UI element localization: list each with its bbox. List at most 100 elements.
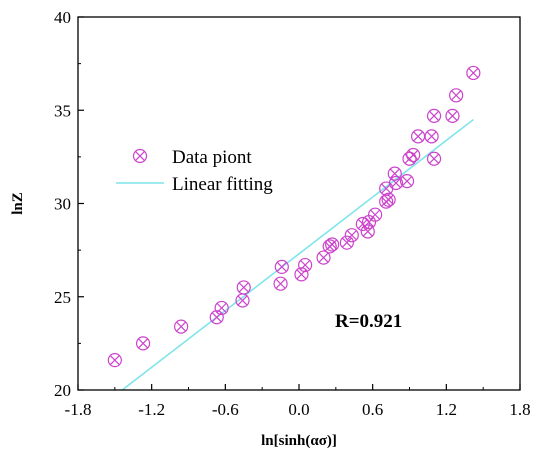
y-tick-label-4: 40 (54, 8, 71, 27)
data-point-15-cross-b (346, 230, 357, 241)
data-point-4-ring (214, 300, 229, 316)
data-point-15-ring (344, 228, 359, 243)
data-point-24-cross-b (390, 177, 402, 189)
data-point-30-ring (426, 151, 442, 166)
data-point-32-ring (445, 108, 460, 123)
data-point-5 (235, 293, 250, 308)
data-point-14 (339, 235, 354, 250)
data-point-32-cross-b (447, 110, 458, 121)
data-point-21-cross-b (381, 183, 392, 194)
data-point-28 (410, 129, 426, 144)
data-point-0 (107, 353, 122, 368)
data-point-1 (135, 336, 151, 351)
data-point-31 (426, 108, 442, 123)
x-tick-label-6: 1.8 (509, 400, 530, 419)
data-point-13 (325, 237, 340, 252)
data-point-10-cross-b (300, 259, 311, 271)
data-point-7-ring (273, 276, 288, 291)
data-point-34 (466, 65, 481, 81)
y-axis-title: lnZ (10, 192, 26, 215)
data-point-11-ring (316, 250, 331, 265)
data-point-24 (388, 175, 404, 191)
x-tick-label-4: 0.6 (362, 400, 383, 419)
data-point-33-cross-b (451, 90, 462, 101)
data-point-4-cross-b (216, 302, 227, 314)
data-point-25-cross-b (401, 176, 413, 187)
data-point-23 (387, 166, 402, 181)
data-point-13-ring (325, 237, 340, 252)
data-point-30 (426, 151, 442, 166)
legend-label-linear-fitting: Linear fitting (172, 174, 273, 195)
data-point-5-cross-b (237, 295, 248, 306)
data-point-34-ring (466, 65, 481, 81)
data-point-3-ring (209, 310, 224, 325)
data-point-1-ring (135, 336, 151, 351)
fit-line (121, 118, 474, 391)
data-point-23-ring (387, 166, 402, 181)
data-point-22-cross-b (383, 194, 394, 205)
data-point-28-cross-b (412, 131, 424, 142)
data-point-31-cross-b (428, 110, 440, 121)
data-point-27 (406, 147, 421, 163)
data-point-19-ring (368, 207, 383, 222)
data-point-4 (214, 300, 229, 316)
data-point-10-ring (298, 257, 313, 273)
data-point-27-ring (406, 147, 421, 163)
data-point-22-ring (381, 192, 396, 207)
legend-marker-symbol-cross-b (134, 150, 146, 162)
data-point-32 (445, 108, 460, 123)
data-point-2-cross-b (176, 321, 187, 332)
data-point-7-cross-b (275, 278, 286, 289)
data-point-13-cross-b (327, 239, 338, 250)
ticks-layer: -1.8 -1.2 -0.6 0.0 0.6 1.2 1.8 20 25 30 35 40 (54, 8, 531, 419)
data-point-18-cross-b (363, 217, 375, 228)
legend-marker-symbol-ring (132, 148, 148, 164)
data-point-3 (209, 310, 224, 325)
legend-marker-symbol (132, 148, 148, 164)
data-point-34-cross-b (468, 67, 479, 79)
data-point-6-cross-b (238, 282, 249, 293)
data-point-8-ring (274, 259, 289, 275)
data-point-0-cross-b (109, 355, 120, 366)
data-point-7 (273, 276, 288, 291)
plot-frame (77, 16, 521, 391)
y-tick-label-2: 30 (54, 195, 71, 214)
data-point-16-ring (355, 216, 370, 232)
data-point-19-cross-b (370, 209, 381, 220)
data-point-1-cross-b (137, 338, 149, 349)
data-point-22 (381, 192, 396, 207)
data-point-2 (174, 319, 189, 334)
data-point-17 (360, 224, 375, 239)
data-point-14-cross-b (341, 237, 352, 248)
data-point-8-cross-b (276, 261, 287, 273)
data-point-30-cross-b (428, 153, 440, 164)
data-point-33 (449, 88, 464, 103)
r-value-annotation: R=0.921 (335, 311, 402, 332)
legend-marker-data-point (132, 148, 148, 164)
x-tick-label-3: 0.0 (288, 400, 309, 419)
x-tick-label-2: -0.6 (212, 400, 239, 419)
data-point-6 (236, 280, 251, 295)
data-point-24-ring (388, 175, 404, 191)
plot-layer (107, 65, 481, 391)
data-point-2-ring (174, 319, 189, 334)
x-tick-label-0: -1.8 (65, 400, 92, 419)
data-point-31-ring (426, 108, 442, 123)
data-point-11 (316, 250, 331, 265)
data-point-15 (344, 228, 359, 243)
y-tick-label-3: 35 (54, 101, 71, 120)
data-point-9-ring (294, 267, 309, 282)
data-point-29-cross-b (426, 131, 437, 142)
data-point-6-ring (236, 280, 251, 295)
data-point-33-ring (449, 88, 464, 103)
x-tick-label-1: -1.2 (138, 400, 165, 419)
y-tick-label-0: 20 (54, 381, 71, 400)
data-point-9 (294, 267, 309, 282)
data-point-17-ring (360, 224, 375, 239)
data-point-19 (368, 207, 383, 222)
data-point-26-ring (402, 151, 417, 166)
data-point-29 (424, 129, 439, 144)
data-point-12-ring (322, 239, 337, 254)
data-point-25-ring (399, 174, 415, 189)
